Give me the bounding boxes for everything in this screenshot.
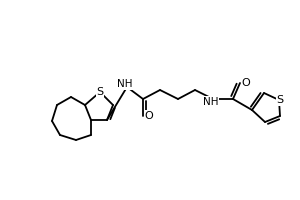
Text: O: O (145, 111, 153, 121)
Text: S: S (276, 95, 284, 105)
Text: NH: NH (117, 79, 133, 89)
Text: NH: NH (203, 97, 219, 107)
Text: O: O (242, 78, 250, 88)
Text: S: S (96, 87, 103, 97)
